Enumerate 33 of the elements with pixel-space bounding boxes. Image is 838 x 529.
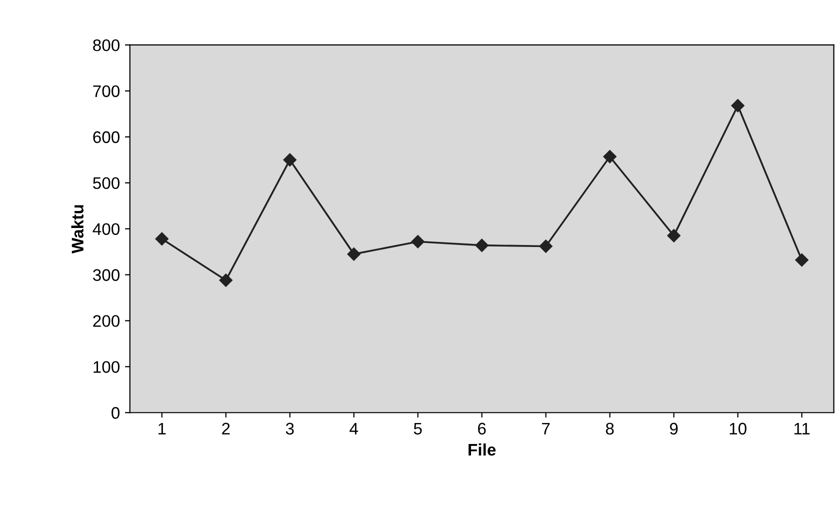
y-tick-label: 0 bbox=[112, 407, 120, 419]
x-tick-label: 5 bbox=[414, 422, 422, 435]
x-tick-label: 6 bbox=[478, 422, 486, 435]
y-tick-label: 200 bbox=[93, 315, 120, 327]
x-tick-label: 4 bbox=[350, 422, 358, 434]
y-tick-label: 500 bbox=[93, 177, 120, 190]
y-tick-label: 400 bbox=[92, 223, 120, 235]
point bbox=[347, 247, 360, 261]
x-tick-label: 2 bbox=[222, 422, 230, 434]
y-axis-title: Waktu bbox=[71, 205, 84, 254]
x-tick-label: 9 bbox=[670, 422, 678, 435]
point bbox=[731, 99, 744, 112]
point bbox=[475, 238, 488, 252]
x-tick-label: 3 bbox=[286, 422, 294, 435]
x-axis-title: File bbox=[468, 443, 496, 456]
point bbox=[667, 229, 680, 242]
x-tick-label: 7 bbox=[542, 422, 550, 434]
point bbox=[219, 274, 232, 287]
point bbox=[411, 235, 424, 248]
point bbox=[795, 253, 808, 267]
y-tick-label: 300 bbox=[93, 269, 120, 281]
point bbox=[283, 153, 296, 166]
y-tick-label: 700 bbox=[93, 85, 120, 98]
y-tick-label: 100 bbox=[94, 361, 120, 373]
y-tick-label: 800 bbox=[93, 39, 120, 52]
point bbox=[539, 240, 552, 253]
x-tick-label: 10 bbox=[730, 422, 746, 435]
x-tick-label: 8 bbox=[606, 422, 614, 435]
x-tick-label: 1 bbox=[158, 422, 166, 434]
y-tick-label: 600 bbox=[93, 131, 120, 144]
point bbox=[603, 150, 616, 164]
x-tick-label: 11 bbox=[794, 422, 810, 434]
point bbox=[155, 232, 168, 246]
